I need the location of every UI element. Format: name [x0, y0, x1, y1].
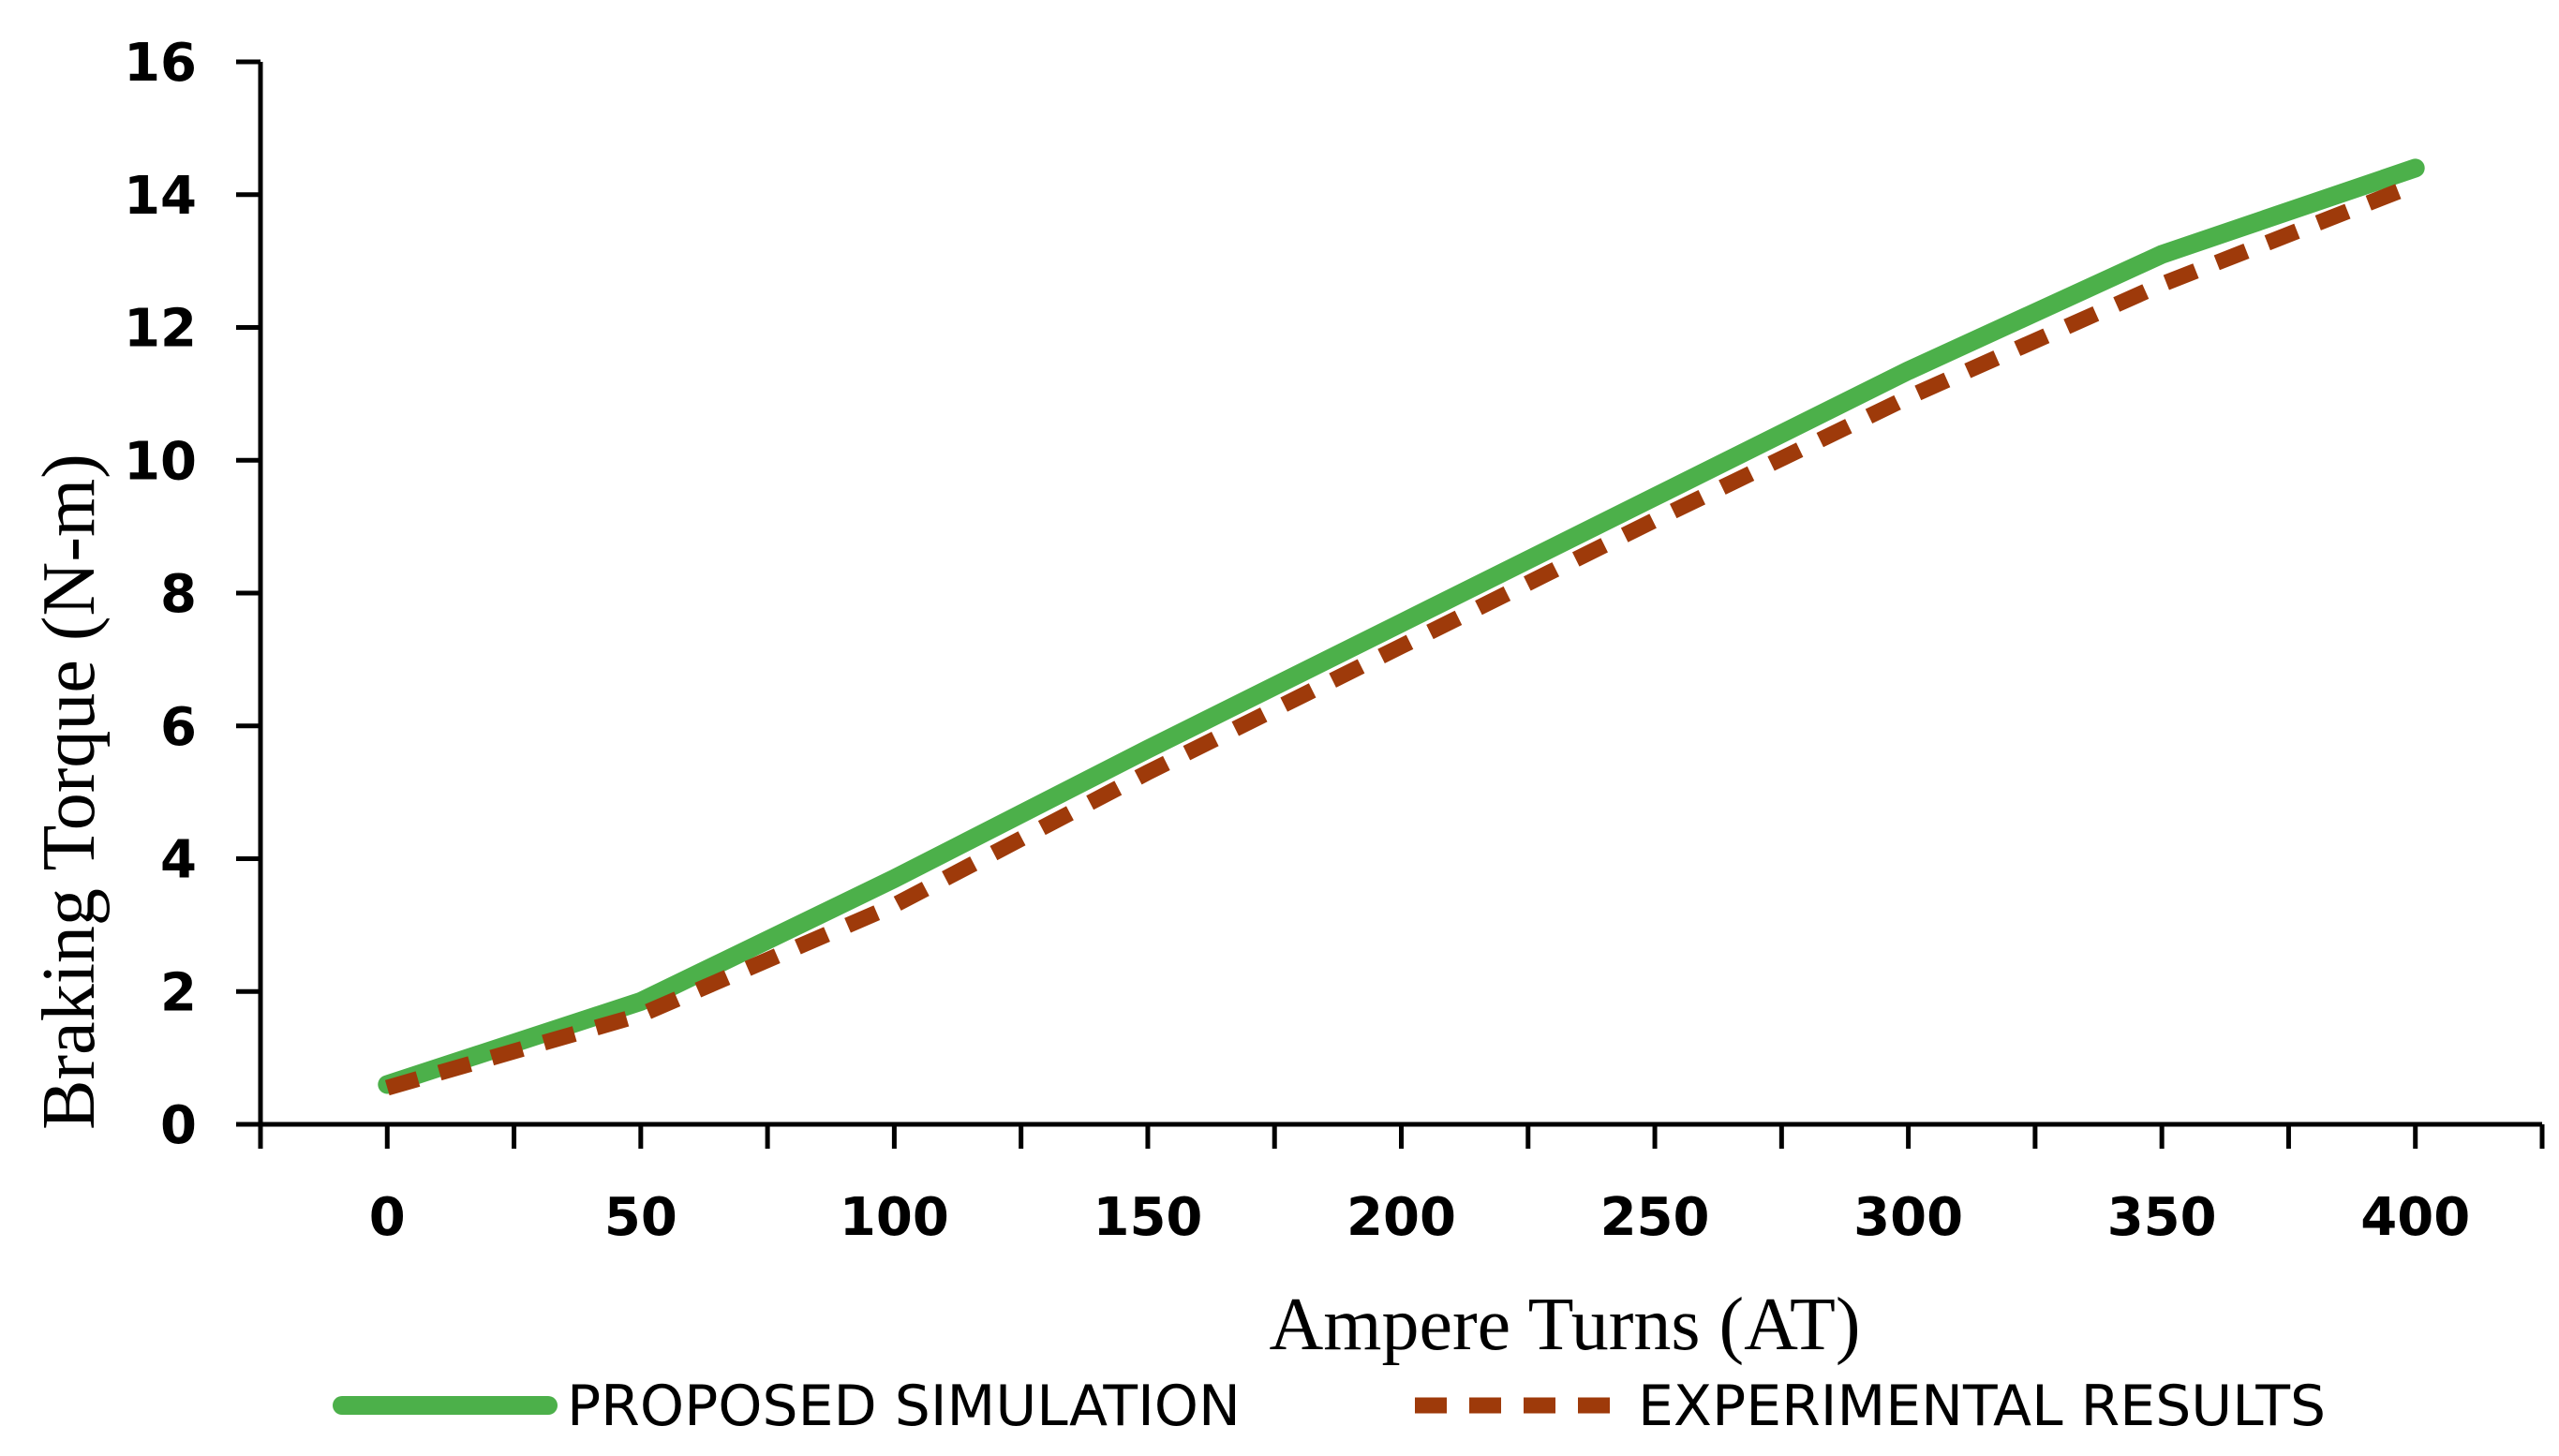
plot-lines: [378, 158, 2425, 1096]
x-tick-label: 150: [1093, 1187, 1202, 1248]
x-tick-label: 400: [2360, 1187, 2470, 1248]
y-tick-label: 12: [124, 299, 197, 360]
legend-label-proposed-simulation: PROPOSED SIMULATION: [567, 1374, 1241, 1439]
x-axis-ticks: 0 50 100 150 200 250 300 350 400: [258, 1124, 2545, 1248]
x-axis-title: Ampere Turns (AT): [1269, 1284, 1860, 1366]
x-tick-label: 50: [604, 1187, 677, 1248]
y-tick-label: 16: [124, 33, 197, 94]
series-line-experimental-results: [384, 177, 2418, 1096]
legend: PROPOSED SIMULATION EXPERIMENTAL RESULTS: [333, 1374, 2326, 1439]
y-tick-label: 6: [160, 697, 197, 758]
x-tick-label: 0: [369, 1187, 406, 1248]
legend-label-experimental-results: EXPERIMENTAL RESULTS: [1638, 1374, 2326, 1439]
axes: [258, 62, 2542, 1127]
y-tick-label: 14: [124, 166, 197, 227]
y-tick-label: 10: [124, 431, 197, 492]
x-tick-label: 350: [2107, 1187, 2217, 1248]
y-tick-label: 8: [160, 564, 197, 625]
x-tick-label: 300: [1853, 1187, 1963, 1248]
series-line-proposed-simulation: [378, 158, 2425, 1094]
x-tick-label: 200: [1346, 1187, 1456, 1248]
y-tick-label: 2: [160, 962, 197, 1023]
x-tick-label: 100: [840, 1187, 949, 1248]
y-axis-title: Braking Torque (N-m): [28, 453, 111, 1130]
x-tick-label: 250: [1600, 1187, 1710, 1248]
y-tick-label: 4: [160, 830, 197, 891]
y-tick-label: 0: [160, 1095, 197, 1156]
y-axis-ticks: 0 2 4 6 8 10 12 14 16: [124, 33, 260, 1156]
